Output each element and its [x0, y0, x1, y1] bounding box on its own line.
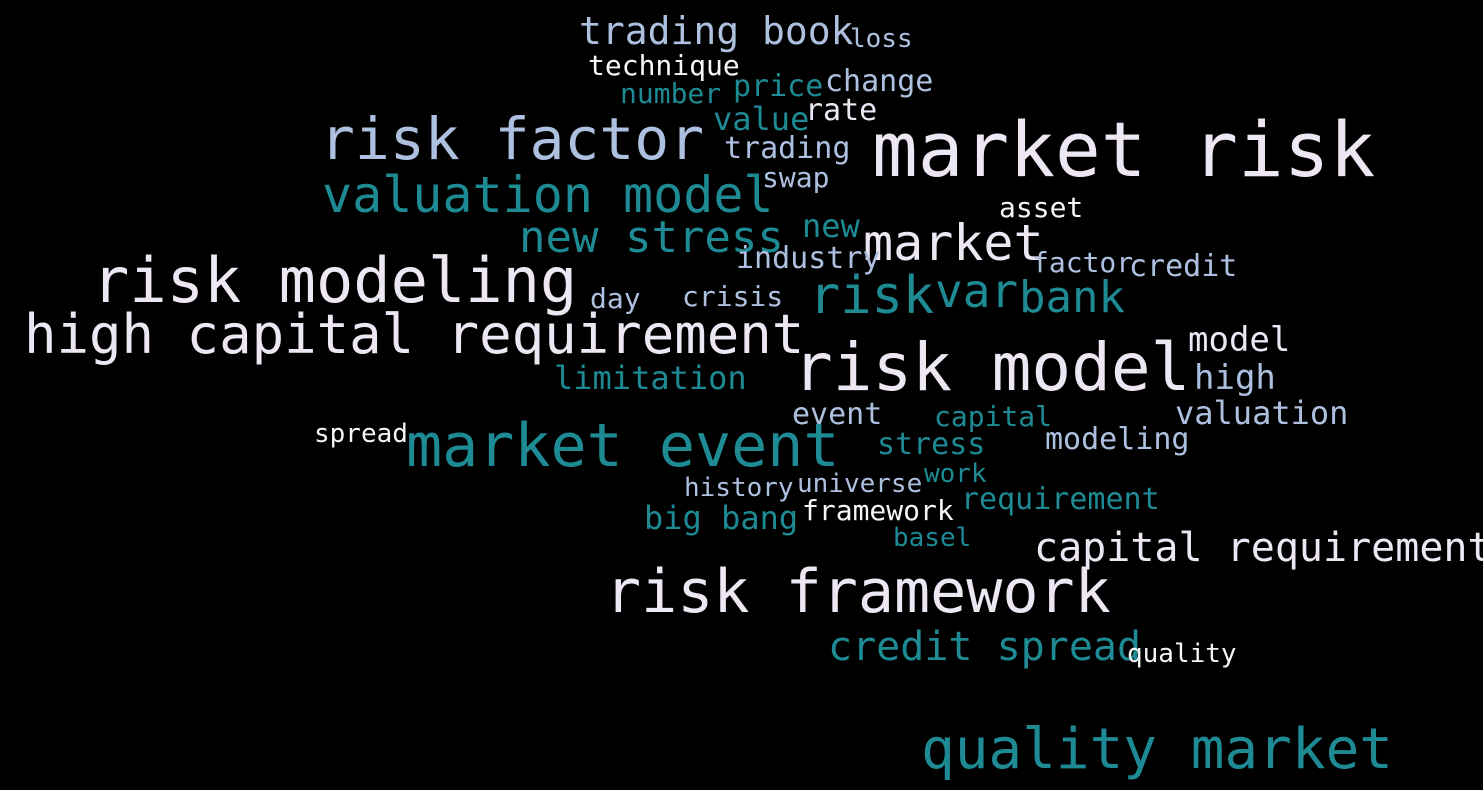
word-swap: swap: [762, 161, 830, 194]
word-stress: stress: [877, 427, 986, 462]
word-risk-model: risk model: [793, 329, 1191, 406]
word-credit: credit: [1129, 249, 1238, 284]
word-model: model: [1188, 320, 1291, 360]
word-work: work: [924, 459, 987, 489]
word-day: day: [590, 282, 641, 315]
word-market-event: market event: [406, 411, 840, 481]
word-trading-book: trading book: [579, 9, 854, 53]
word-high: high: [1194, 358, 1276, 398]
word-asset: asset: [999, 191, 1084, 224]
word-rate: rate: [805, 93, 878, 128]
word-technique: technique: [588, 49, 740, 82]
word-factor: factor: [1032, 246, 1134, 279]
word-valuation-model: valuation model: [322, 166, 774, 224]
word-market: market: [863, 214, 1044, 272]
word-high-capital-requirement: high capital requirement: [24, 303, 805, 366]
word-bank: bank: [1019, 272, 1125, 323]
word-limitation: limitation: [554, 359, 747, 397]
word-var: var: [935, 264, 1019, 318]
word-history: history: [684, 473, 794, 503]
word-quality: quality: [1127, 639, 1237, 669]
word-big-bang: big bang: [644, 499, 799, 537]
word-quality-market: quality market: [921, 717, 1394, 782]
word-new: new: [802, 207, 860, 245]
word-trading: trading: [724, 131, 851, 166]
word-modeling: modeling: [1045, 422, 1190, 457]
word-loss: loss: [850, 24, 913, 54]
word-risk-framework: risk framework: [605, 557, 1111, 627]
word-market-risk: market risk: [872, 105, 1376, 194]
word-new-stress: new stress: [519, 212, 784, 263]
word-risk: risk: [809, 266, 935, 326]
word-value: value: [713, 100, 810, 138]
word-basel: basel: [893, 523, 972, 553]
word-price: price: [733, 69, 824, 104]
word-valuation: valuation: [1175, 394, 1349, 432]
word-number: number: [620, 77, 722, 110]
word-requirement: requirement: [961, 482, 1160, 517]
word-event: event: [792, 397, 883, 432]
word-crisis: crisis: [682, 280, 784, 313]
word-industry: industry: [736, 241, 881, 276]
word-change: change: [825, 64, 934, 99]
word-capital-requirement: capital requirement: [1034, 525, 1483, 571]
word-risk-modeling: risk modeling: [92, 244, 578, 317]
word-framework: framework: [802, 494, 954, 527]
word-spread: spread: [314, 419, 408, 449]
word-risk-factor: risk factor: [320, 105, 705, 173]
word-capital: capital: [934, 400, 1053, 433]
word-universe: universe: [797, 469, 923, 499]
word-credit-spread: credit spread: [828, 624, 1142, 670]
